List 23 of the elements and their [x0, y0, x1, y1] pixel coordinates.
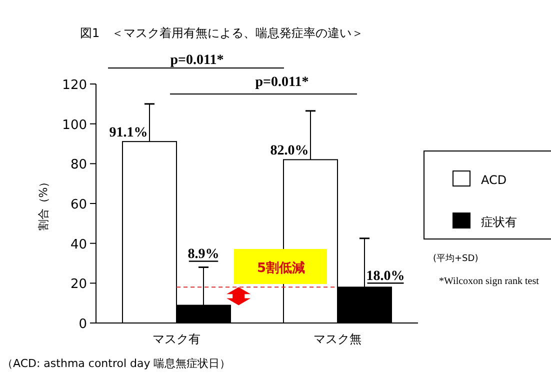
data-label: 91.1% — [109, 126, 148, 141]
text: *Wilcoxon sign rank test — [439, 276, 540, 287]
data-label: 82.0% — [270, 144, 309, 159]
y-tick-label: 100 — [62, 118, 87, 133]
legend-label: ACD — [481, 173, 507, 187]
data-label: 18.0% — [366, 269, 405, 284]
annotation: 5割低減 — [256, 260, 306, 276]
annotation: p=0.011* — [255, 75, 309, 90]
y-tick-label: 40 — [70, 237, 87, 252]
legend-label: 症状有 — [481, 215, 517, 229]
y-tick-label: 60 — [70, 198, 87, 212]
text: （ACD: asthma control day 喘息無症状日） — [2, 357, 231, 370]
x-tick-label: マスク有 — [152, 332, 200, 346]
text: p=0.011* — [170, 53, 224, 68]
y-tick-label: 120 — [62, 78, 87, 93]
y-axis-title: 割合（%） — [37, 176, 50, 231]
data-label: 8.9% — [188, 247, 220, 262]
y-tick-label: 20 — [70, 277, 87, 292]
y-tick-label: 80 — [70, 158, 87, 173]
text: (平均+SD) — [433, 253, 478, 264]
chart-title: 図1 ＜マスク着用有無による、喘息発症率の違い＞ — [80, 26, 364, 40]
y-tick-label: 0 — [78, 317, 87, 332]
x-tick-label: マスク無 — [314, 332, 362, 346]
